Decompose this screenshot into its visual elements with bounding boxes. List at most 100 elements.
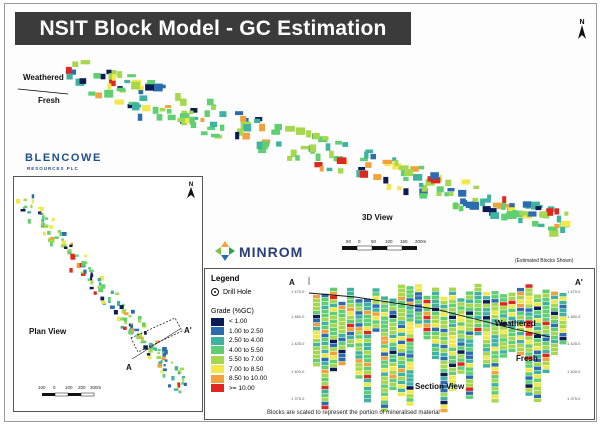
block-section — [389, 378, 397, 382]
block-section — [534, 358, 541, 362]
section-axis-tick-right-5: 1 375.0 — [567, 396, 581, 401]
block-section — [381, 352, 388, 356]
block-section — [508, 328, 516, 333]
block-section — [347, 327, 354, 332]
block-section — [534, 366, 541, 370]
block-3d — [110, 70, 117, 77]
block-section — [313, 334, 320, 339]
block-3d — [314, 162, 323, 168]
block-3d — [276, 141, 282, 147]
block-section — [534, 294, 541, 298]
block-section — [338, 345, 346, 350]
block-3d — [421, 184, 428, 192]
block-plan — [107, 297, 111, 301]
block-section — [525, 356, 533, 360]
block-plan — [111, 290, 114, 294]
block-section — [389, 318, 397, 322]
block-plan — [146, 353, 151, 356]
block-plan — [124, 321, 127, 324]
block-section — [338, 305, 346, 310]
block-section — [389, 310, 397, 314]
block-section — [491, 311, 499, 315]
block-plan — [41, 215, 45, 220]
block-section — [313, 346, 320, 351]
block-section — [321, 349, 329, 354]
block-section — [389, 346, 397, 350]
block-plan — [156, 355, 162, 359]
block-3d — [554, 223, 560, 229]
block-section — [440, 376, 448, 381]
block-section — [355, 331, 363, 335]
block-section — [551, 335, 558, 340]
block-3d — [243, 124, 252, 132]
block-3d — [373, 174, 382, 180]
block-section — [406, 302, 414, 306]
block-section — [355, 367, 363, 371]
block-3d — [383, 176, 389, 184]
block-section — [440, 344, 448, 349]
block-3d — [326, 167, 333, 172]
block-section — [406, 346, 414, 350]
block-plan — [160, 369, 163, 374]
section-a-label: A — [126, 363, 132, 372]
block-section — [406, 386, 414, 390]
section-axis-tick-right-2: 1 460.0 — [567, 314, 581, 319]
block-plan — [15, 199, 21, 204]
grade-label: 2.50 to 4.00 — [229, 337, 264, 345]
grade-swatch — [211, 355, 224, 364]
block-section — [517, 311, 524, 316]
block-section — [449, 327, 456, 331]
block-section — [483, 356, 490, 360]
block-section — [517, 319, 524, 324]
block-section — [364, 338, 371, 343]
block-section — [398, 372, 405, 377]
block-section — [551, 331, 558, 336]
block-plan — [27, 218, 31, 224]
weathered-fresh-boundary-line — [308, 292, 551, 338]
block-section — [517, 323, 524, 328]
block-section — [517, 327, 524, 332]
block-section — [525, 340, 533, 344]
block-section — [355, 315, 363, 319]
block-section — [457, 350, 465, 354]
block-3d — [136, 85, 144, 91]
block-section — [559, 304, 567, 309]
block-3d — [425, 179, 435, 186]
block-section — [389, 374, 397, 378]
block-3d — [444, 192, 450, 197]
block-section — [534, 334, 541, 338]
block-3d — [80, 60, 91, 65]
block-section — [406, 318, 414, 322]
block-3d — [88, 91, 96, 96]
block-plan — [116, 316, 120, 322]
block-plan — [171, 376, 175, 381]
block-section — [466, 307, 473, 311]
block-section — [440, 336, 448, 341]
block-plan — [98, 288, 104, 293]
block-section — [491, 335, 499, 339]
block-section — [534, 338, 541, 342]
block-3d — [300, 145, 309, 150]
block-section — [440, 324, 448, 329]
block-plan — [120, 317, 125, 321]
block-3d — [79, 78, 87, 84]
block-section — [432, 303, 439, 308]
block-section — [423, 331, 431, 336]
block-3d — [189, 116, 195, 125]
block-section — [500, 354, 507, 358]
block-3d — [296, 127, 306, 135]
block-section — [457, 358, 465, 362]
block-section — [449, 375, 456, 379]
block-3d — [138, 89, 144, 95]
block-section — [466, 311, 473, 315]
block-section — [525, 376, 533, 380]
block-section — [406, 366, 414, 370]
block-section — [466, 363, 473, 367]
block-section — [364, 374, 371, 379]
block-3d — [539, 211, 548, 218]
block-section — [440, 400, 448, 405]
block-section — [364, 310, 371, 315]
block-3d — [360, 157, 368, 162]
block-section — [321, 373, 329, 378]
block-section — [551, 327, 558, 332]
